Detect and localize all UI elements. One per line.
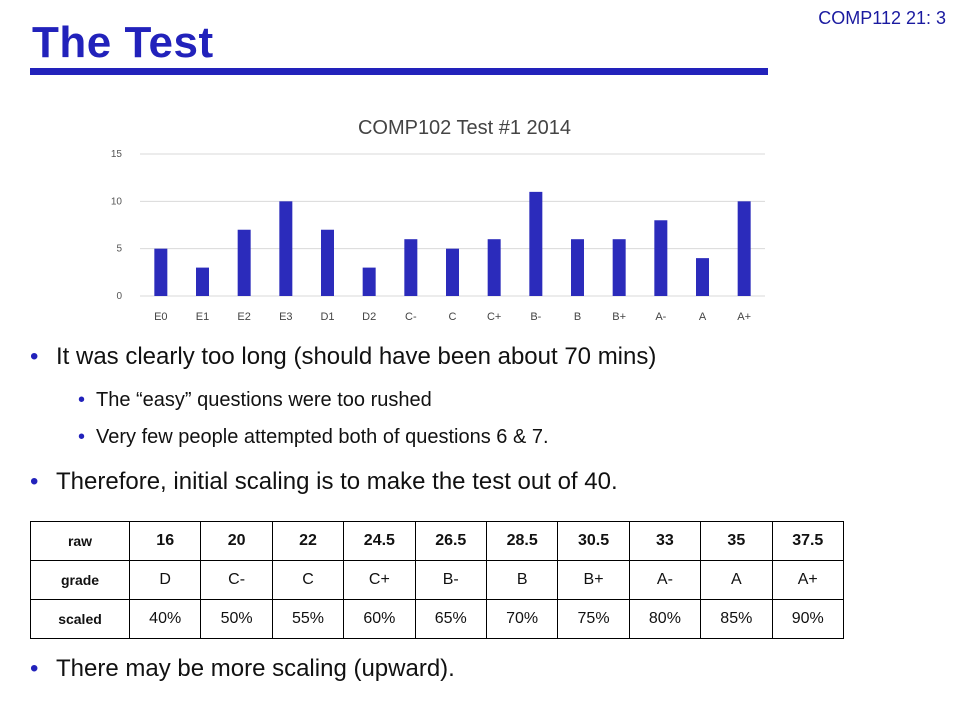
sub-bullet-rushed: • The “easy” questions were too rushed xyxy=(78,389,432,412)
title-underline xyxy=(30,68,768,75)
x-tick-label: C- xyxy=(405,311,417,323)
row-header: scaled xyxy=(30,599,130,639)
bar xyxy=(154,248,168,296)
bar xyxy=(696,258,709,296)
table-cell: A xyxy=(700,560,773,600)
grade-distribution-chart: COMP102 Test #1 2014 0 5 10 15 E0 E1 E2 E3 D1 D2 C-… xyxy=(111,117,765,323)
x-tick-label: D1 xyxy=(320,311,334,323)
table-cell: 16 xyxy=(128,521,202,561)
y-tick-label: 5 xyxy=(116,244,122,255)
x-tick-label: A+ xyxy=(737,311,751,323)
x-tick-label: B- xyxy=(530,311,541,323)
table-cell: C+ xyxy=(343,560,416,600)
table-cell: 80% xyxy=(628,599,702,639)
table-cell: 50% xyxy=(200,599,273,639)
bullet-more-scaling: • There may be more scaling (upward). xyxy=(30,655,455,683)
table-cell: C- xyxy=(200,560,273,600)
x-tick-label: E0 xyxy=(154,311,167,323)
x-tick-label: C+ xyxy=(487,311,501,323)
bar xyxy=(487,239,501,296)
x-tick-label: A xyxy=(699,311,707,323)
table-cell: B- xyxy=(414,560,487,600)
table-cell: A- xyxy=(628,560,702,600)
chart-title: COMP102 Test #1 2014 xyxy=(358,117,571,139)
table-cell: D xyxy=(128,560,202,600)
y-tick-label: 0 xyxy=(116,291,122,302)
bar xyxy=(612,239,626,296)
x-tick-label: E1 xyxy=(196,311,209,323)
bar xyxy=(362,267,376,296)
bullet-marker: • xyxy=(30,343,39,370)
table-cell: 24.5 xyxy=(343,521,416,561)
bar xyxy=(571,239,584,296)
bullet-text: It was clearly too long (should have bee… xyxy=(56,343,657,370)
table-cell: 30.5 xyxy=(557,521,630,561)
table-cell: 55% xyxy=(271,599,345,639)
bar xyxy=(196,267,209,296)
table-row-raw: raw 16 20 22 24.5 26.5 28.5 30.5 33 35 3… xyxy=(30,521,845,561)
bullet-text: Very few people attempted both of questi… xyxy=(96,426,549,448)
table-row-scaled: scaled 40% 50% 55% 60% 65% 70% 75% 80% 8… xyxy=(30,599,845,639)
bar xyxy=(529,191,543,296)
bullet-text: Therefore, initial scaling is to make th… xyxy=(56,468,618,495)
bullet-too-long: • It was clearly too long (should have be… xyxy=(30,343,656,371)
bar xyxy=(321,229,334,296)
table-cell: B xyxy=(485,560,559,600)
bullet-marker: • xyxy=(78,426,86,448)
row-header: raw xyxy=(30,521,130,561)
table-cell: 70% xyxy=(485,599,559,639)
slide-number: COMP112 21: 3 xyxy=(818,8,946,28)
x-tick-label: E2 xyxy=(237,311,250,323)
table-cell: C xyxy=(271,560,345,600)
table-cell: 35 xyxy=(700,521,773,561)
bullet-text: There may be more scaling (upward). xyxy=(56,655,455,682)
table-cell: A+ xyxy=(771,560,845,600)
table-cell: 60% xyxy=(343,599,416,639)
bar xyxy=(737,201,751,296)
bar xyxy=(446,248,459,296)
scaling-table: raw 16 20 22 24.5 26.5 28.5 30.5 33 35 3… xyxy=(30,521,845,639)
x-tick-label: B+ xyxy=(612,311,626,323)
table-cell: 26.5 xyxy=(414,521,487,561)
table-cell: 75% xyxy=(557,599,630,639)
bullet-marker: • xyxy=(30,655,39,682)
bullet-text: The “easy” questions were too rushed xyxy=(96,389,432,411)
table-cell: 85% xyxy=(700,599,773,639)
bar xyxy=(404,239,418,296)
table-row-grade: grade D C- C C+ B- B B+ A- A A+ xyxy=(30,560,845,600)
bullet-scaling: • Therefore, initial scaling is to make t… xyxy=(30,468,618,496)
table-cell: 33 xyxy=(628,521,702,561)
sub-bullet-questions: • Very few people attempted both of quest… xyxy=(78,426,549,449)
row-header: grade xyxy=(30,560,130,600)
bullet-marker: • xyxy=(30,468,39,495)
x-tick-label: D2 xyxy=(362,311,376,323)
x-tick-label: A- xyxy=(655,311,666,323)
bar xyxy=(279,201,293,296)
bullet-marker: • xyxy=(78,389,86,411)
y-tick-label: 10 xyxy=(111,196,123,207)
y-tick-label: 15 xyxy=(111,149,123,160)
table-cell: 40% xyxy=(128,599,202,639)
bar xyxy=(237,229,251,296)
table-cell: 28.5 xyxy=(485,521,559,561)
x-tick-label: B xyxy=(574,311,581,323)
x-tick-label: E3 xyxy=(279,311,292,323)
slide-title: The Test xyxy=(32,18,214,67)
table-cell: 90% xyxy=(771,599,845,639)
table-cell: 37.5 xyxy=(771,521,845,561)
table-cell: B+ xyxy=(557,560,630,600)
bar xyxy=(654,220,668,296)
x-tick-label: C xyxy=(449,311,457,323)
table-cell: 20 xyxy=(200,521,273,561)
table-cell: 65% xyxy=(414,599,487,639)
table-cell: 22 xyxy=(271,521,345,561)
